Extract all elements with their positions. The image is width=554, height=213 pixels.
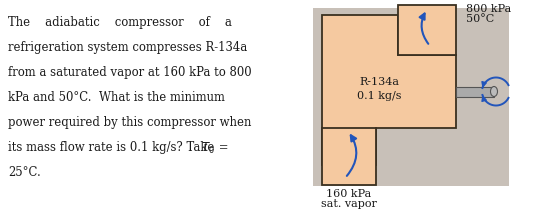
Ellipse shape: [490, 86, 497, 96]
Polygon shape: [322, 128, 376, 185]
Text: 50°C: 50°C: [466, 14, 494, 24]
Polygon shape: [398, 5, 456, 55]
Text: =: =: [215, 141, 228, 154]
Text: refrigeration system compresses R-134a: refrigeration system compresses R-134a: [8, 41, 247, 54]
Text: from a saturated vapor at 160 kPa to 800: from a saturated vapor at 160 kPa to 800: [8, 66, 252, 79]
Text: power required by this compressor when: power required by this compressor when: [8, 116, 252, 129]
Text: 0.1 kg/s: 0.1 kg/s: [357, 91, 401, 101]
Text: kPa and 50°C.  What is the minimum: kPa and 50°C. What is the minimum: [8, 91, 225, 104]
Text: 160 kPa: 160 kPa: [326, 189, 372, 199]
Text: R-134a: R-134a: [359, 77, 399, 87]
Text: $T_0$: $T_0$: [201, 141, 215, 156]
Text: sat. vapor: sat. vapor: [321, 199, 377, 209]
Bar: [456, 86, 494, 96]
Text: 25°C.: 25°C.: [8, 166, 41, 179]
Polygon shape: [322, 15, 456, 165]
Text: its mass flow rate is 0.1 kg/s? Take: its mass flow rate is 0.1 kg/s? Take: [8, 141, 218, 154]
Text: The    adiabatic    compressor    of    a: The adiabatic compressor of a: [8, 16, 232, 29]
Bar: [313, 8, 509, 186]
Text: 800 kPa: 800 kPa: [466, 4, 511, 14]
